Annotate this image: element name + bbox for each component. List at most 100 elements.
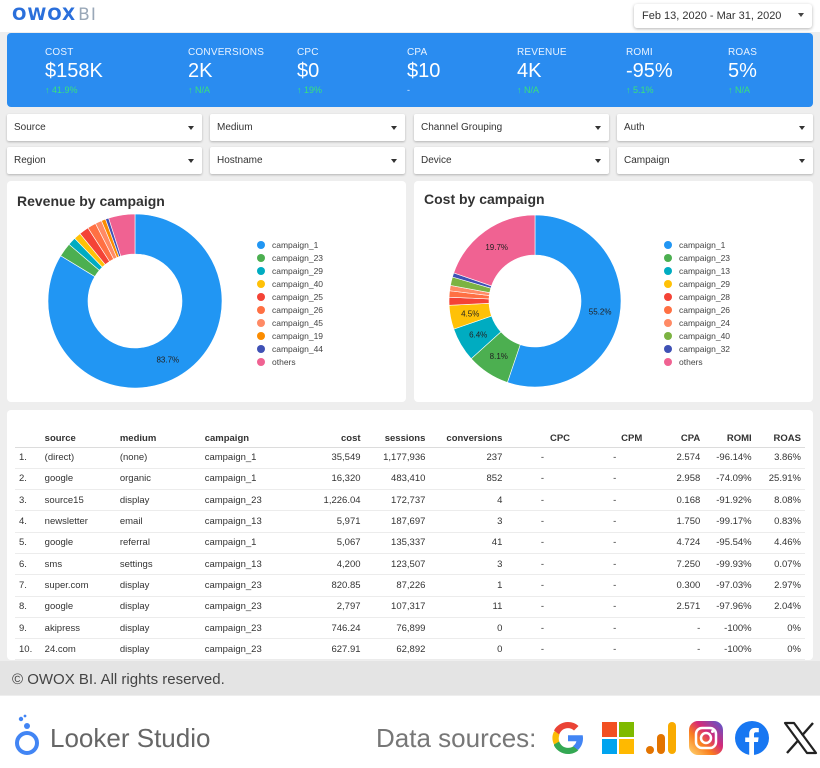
table-cell-campaign: campaign_23 bbox=[200, 638, 288, 661]
table-row[interactable]: 2. google organic campaign_1 16,320 483,410 85… bbox=[15, 468, 805, 491]
table-cell-source: google bbox=[40, 532, 116, 554]
arrow-up-icon: ↑ bbox=[45, 85, 50, 95]
legend-item[interactable]: campaign_29 bbox=[664, 277, 730, 290]
legend-item[interactable]: others bbox=[664, 355, 730, 368]
col-index[interactable] bbox=[15, 430, 41, 448]
filter-device[interactable]: Device bbox=[414, 147, 609, 174]
table-row[interactable]: 8. google display campaign_23 2,797 107,317 11… bbox=[15, 596, 805, 618]
legend-item[interactable]: campaign_24 bbox=[664, 316, 730, 329]
table-cell-cost: 5,067 bbox=[287, 532, 365, 554]
legend-item[interactable]: campaign_23 bbox=[257, 251, 323, 264]
filter-source[interactable]: Source bbox=[7, 114, 202, 141]
table-cell-sessions: 1,177,936 bbox=[364, 447, 430, 469]
filter-auth[interactable]: Auth bbox=[617, 114, 813, 141]
table-cell-CPA: 2.574 bbox=[646, 447, 705, 469]
filter-medium[interactable]: Medium bbox=[210, 114, 405, 141]
legend-label: campaign_1 bbox=[679, 239, 726, 250]
table-row[interactable]: 10. 24.com display campaign_23 627.91 62,892 0… bbox=[15, 638, 805, 661]
col-romi[interactable]: ROMI bbox=[704, 430, 756, 448]
table-cell-CPM: - bbox=[574, 574, 647, 597]
legend-item[interactable]: campaign_45 bbox=[257, 316, 323, 329]
table-cell-source: sms bbox=[40, 553, 116, 576]
legend-item[interactable]: campaign_40 bbox=[257, 277, 323, 290]
legend-item[interactable]: campaign_32 bbox=[664, 342, 730, 355]
date-range-label: Feb 13, 2020 - Mar 31, 2020 bbox=[642, 10, 782, 22]
legend-item[interactable]: others bbox=[257, 355, 323, 368]
legend-item[interactable]: campaign_23 bbox=[664, 251, 730, 264]
donut-slice-others[interactable] bbox=[453, 214, 536, 287]
legend-dot-icon bbox=[664, 240, 672, 249]
table-row[interactable]: 5. google referral campaign_1 5,067 135,337 41… bbox=[15, 532, 805, 554]
legend-item[interactable]: campaign_13 bbox=[664, 264, 730, 277]
col-campaign[interactable]: campaign bbox=[200, 430, 288, 448]
legend-label: others bbox=[272, 356, 296, 367]
table-cell-CPC: - bbox=[506, 574, 575, 597]
donut-slice-others[interactable] bbox=[108, 213, 136, 257]
filter-campaign[interactable]: Campaign bbox=[617, 147, 813, 174]
legend-item[interactable]: campaign_44 bbox=[257, 342, 323, 355]
col-medium[interactable]: medium bbox=[115, 430, 201, 448]
filter-region[interactable]: Region bbox=[7, 147, 202, 174]
col-roas[interactable]: ROAS bbox=[755, 430, 805, 448]
legend-item[interactable]: campaign_1 bbox=[664, 238, 730, 251]
legend-dot-icon bbox=[257, 292, 265, 301]
table-row[interactable]: 1. (direct) (none) campaign_1 35,549 1,177,93… bbox=[15, 447, 805, 469]
table-cell-index: 4. bbox=[15, 510, 41, 533]
table-cell-campaign: campaign_1 bbox=[200, 532, 288, 554]
slice-value-label: 83.7% bbox=[156, 355, 179, 364]
legend-item[interactable]: campaign_28 bbox=[664, 290, 730, 303]
slice-value-label: 55.2% bbox=[589, 308, 612, 317]
legend-label: campaign_40 bbox=[679, 330, 731, 341]
col-source[interactable]: source bbox=[40, 430, 116, 448]
legend-item[interactable]: campaign_26 bbox=[664, 303, 730, 316]
legend-item[interactable]: campaign_26 bbox=[257, 303, 323, 316]
facebook-icon bbox=[735, 721, 769, 755]
col-conversions[interactable]: conversions bbox=[429, 430, 507, 448]
legend-label: campaign_28 bbox=[679, 291, 731, 302]
filter-hostname[interactable]: Hostname bbox=[210, 147, 405, 174]
filter-channel-grouping[interactable]: Channel Grouping bbox=[414, 114, 609, 141]
table-row[interactable]: 4. newsletter email campaign_13 5,971 187,697… bbox=[15, 510, 805, 533]
col-cpa[interactable]: CPA bbox=[646, 430, 705, 448]
table-row[interactable]: 7. super.com display campaign_23 820.85 87,22… bbox=[15, 574, 805, 597]
table-cell-conversions: 237 bbox=[429, 447, 507, 469]
table-cell-cost: 820.85 bbox=[287, 574, 365, 597]
table-cell-ROAS: 0% bbox=[755, 638, 805, 661]
table-cell-ROAS: 8.08% bbox=[755, 489, 805, 512]
cost-chart-card: Cost by campaign 55.2% 8.1% 6.4% 4.5% 19.7% … bbox=[414, 181, 813, 402]
table-cell-CPM: - bbox=[574, 553, 647, 576]
date-range-picker[interactable]: Feb 13, 2020 - Mar 31, 2020 bbox=[634, 4, 812, 28]
legend-dot-icon bbox=[664, 266, 672, 275]
legend-dot-icon bbox=[664, 253, 672, 262]
table-cell-source: newsletter bbox=[40, 510, 116, 533]
legend-dot-icon bbox=[664, 344, 672, 353]
table-row[interactable]: 3. source15 display campaign_23 1,226.04 172,… bbox=[15, 489, 805, 512]
table-cell-conversions: 0 bbox=[429, 638, 507, 661]
table-cell-cost: 627.91 bbox=[287, 638, 365, 661]
table-cell-ROMI: -97.96% bbox=[704, 596, 756, 618]
col-cpc[interactable]: CPC bbox=[506, 430, 575, 448]
table-cell-medium: display bbox=[115, 638, 201, 661]
table-cell-ROAS: 2.04% bbox=[755, 596, 805, 618]
legend-item[interactable]: campaign_19 bbox=[257, 329, 323, 342]
col-cpm[interactable]: CPM bbox=[574, 430, 647, 448]
legend-item[interactable]: campaign_1 bbox=[257, 238, 323, 251]
table-cell-conversions: 852 bbox=[429, 468, 507, 491]
legend-item[interactable]: campaign_25 bbox=[257, 290, 323, 303]
table-row[interactable]: 6. sms settings campaign_13 4,200 123,507 3- -7… bbox=[15, 553, 805, 576]
col-sessions[interactable]: sessions bbox=[364, 430, 430, 448]
col-cost[interactable]: cost bbox=[287, 430, 365, 448]
table-cell-medium: settings bbox=[115, 553, 201, 576]
table-cell-conversions: 3 bbox=[429, 553, 507, 576]
legend-item[interactable]: campaign_29 bbox=[257, 264, 323, 277]
table-row[interactable]: 9. akipress display campaign_23 746.24 76,899… bbox=[15, 617, 805, 640]
legend-item[interactable]: campaign_40 bbox=[664, 329, 730, 342]
donut-slice-campaign_1[interactable] bbox=[47, 213, 223, 389]
slice-value-label: 6.4% bbox=[469, 331, 487, 340]
donut-slice-campaign_1[interactable] bbox=[507, 214, 622, 388]
kpi-romi: ROMI -95% ↑ 5.1% bbox=[626, 47, 673, 95]
data-sources-label: Data sources: bbox=[376, 723, 537, 753]
table-header-row: source medium campaign cost sessions con… bbox=[15, 430, 805, 448]
table-cell-medium: email bbox=[115, 510, 201, 533]
table-cell-source: 24.com bbox=[40, 638, 116, 661]
